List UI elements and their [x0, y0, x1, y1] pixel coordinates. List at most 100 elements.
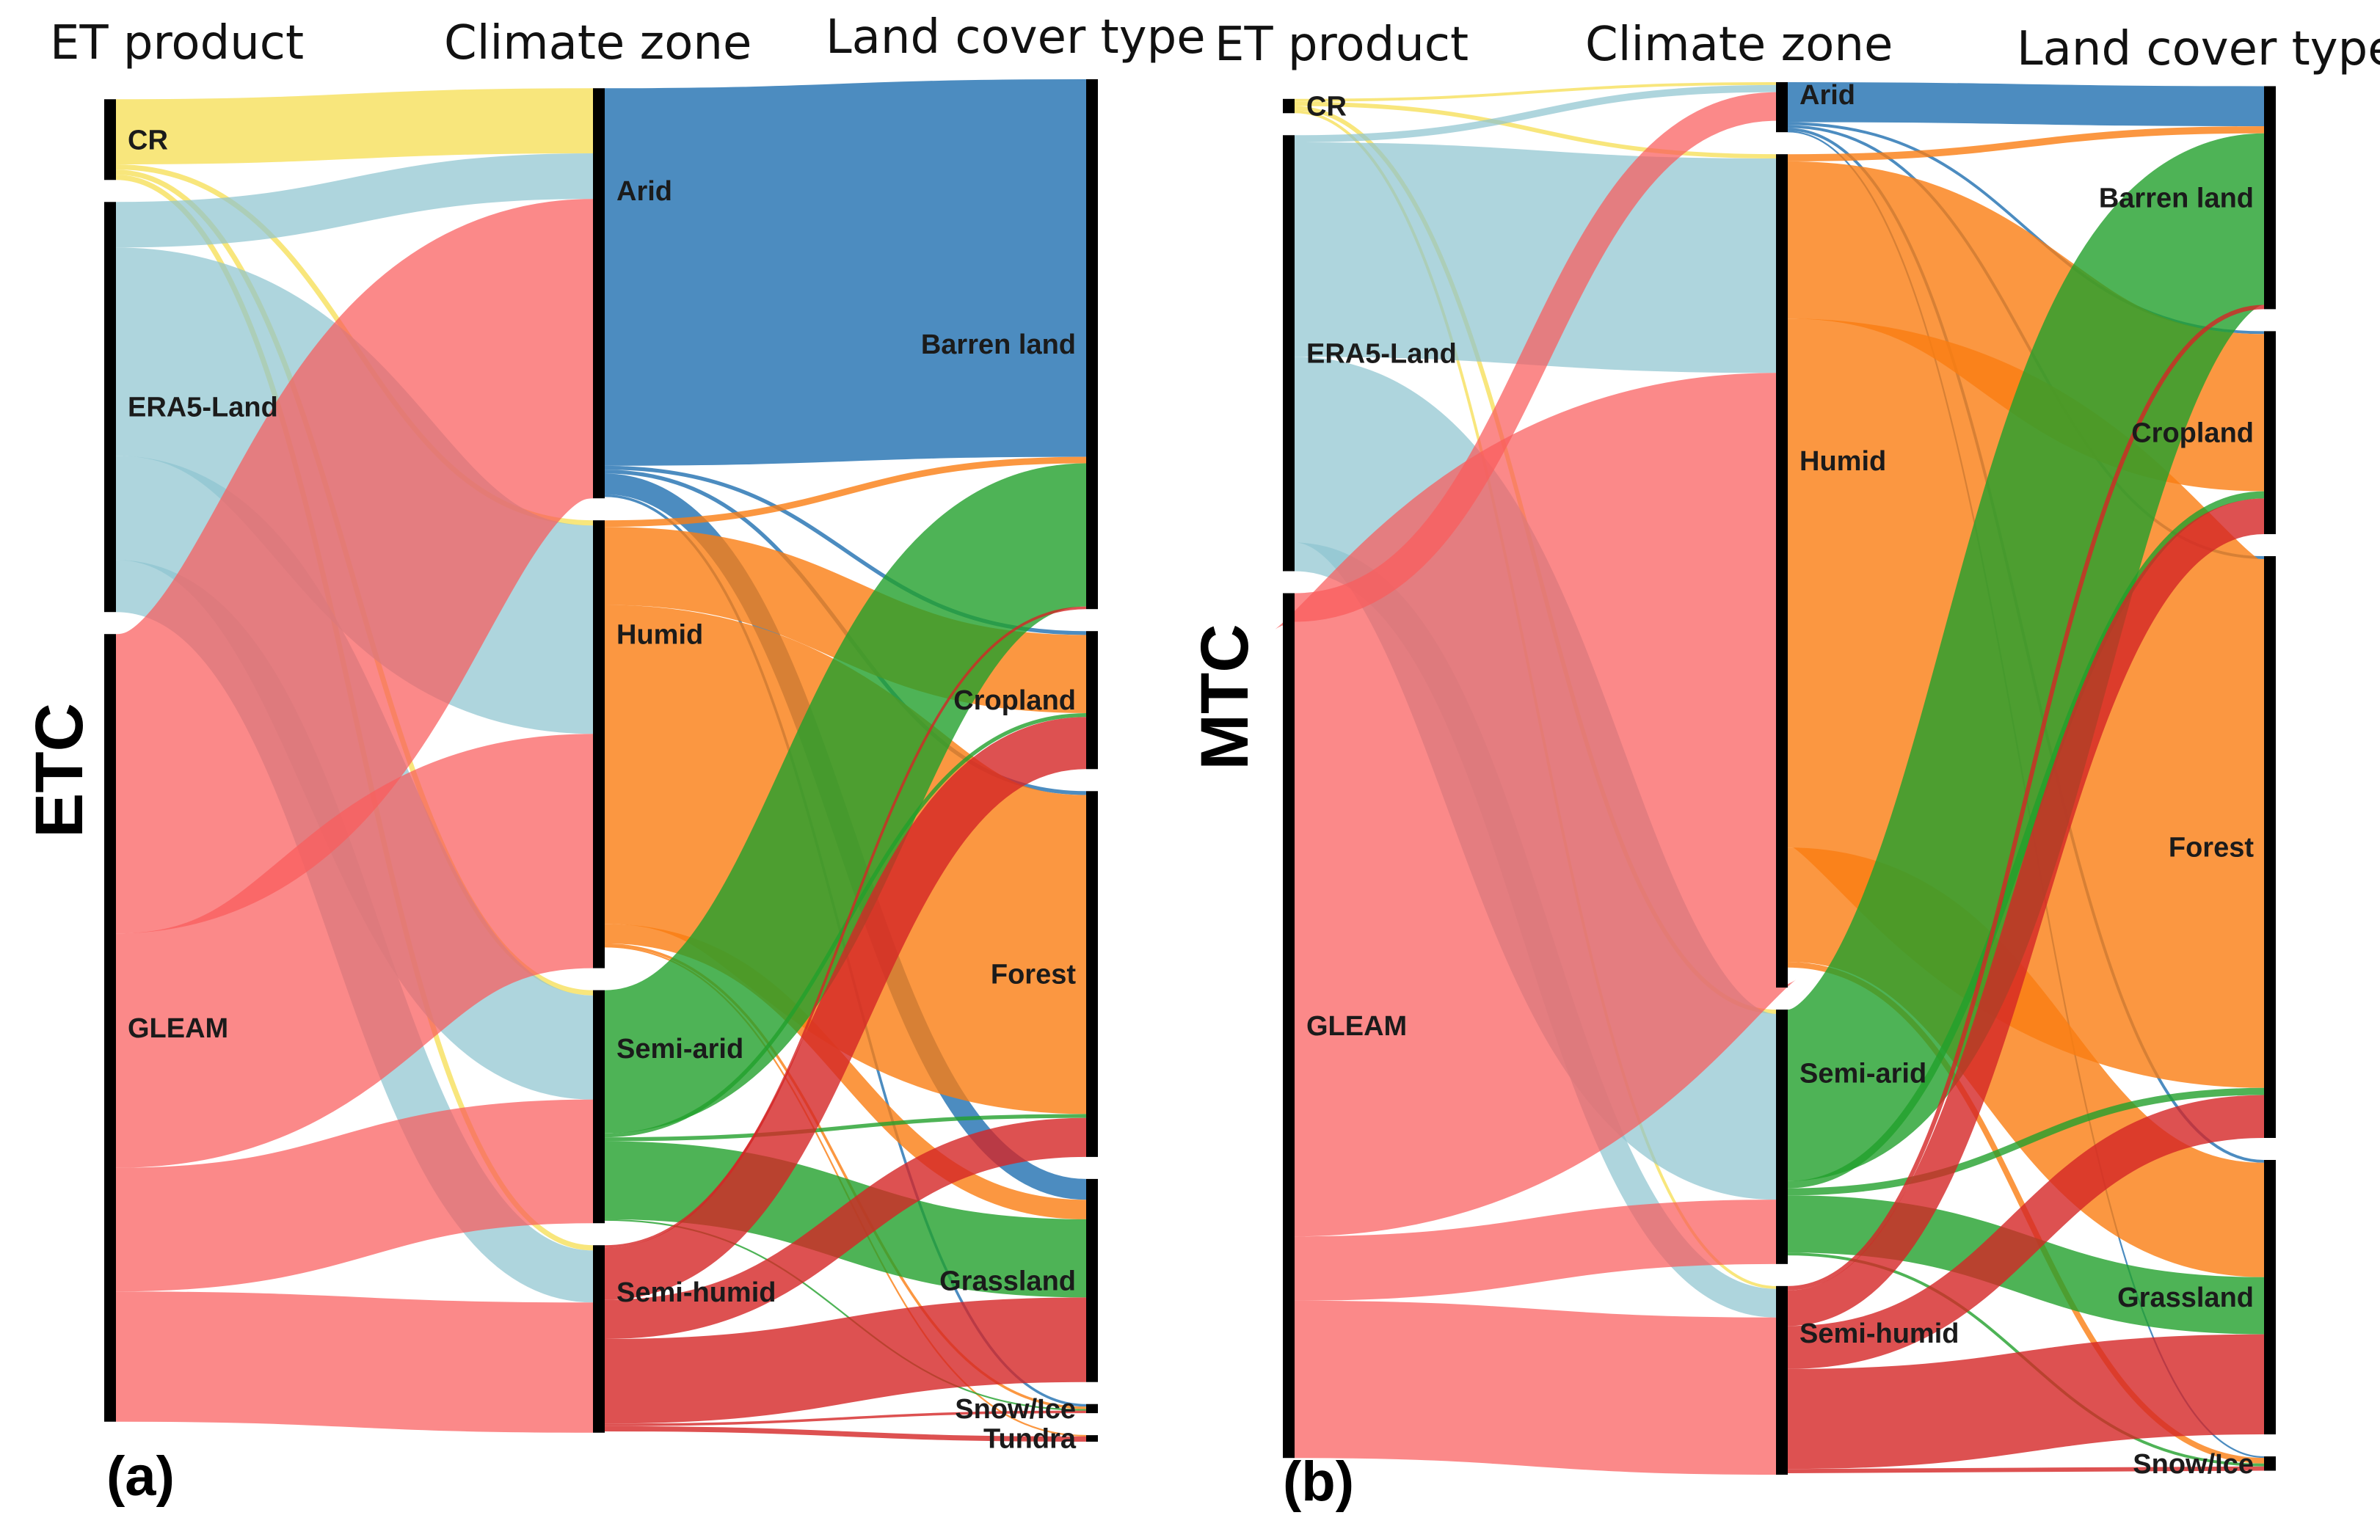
link-semi-humid-to-tundra [604, 1426, 1087, 1442]
node-bar-gleam [104, 634, 116, 1422]
link-era5-land-to-arid [115, 153, 594, 248]
node-bar-forest [1086, 791, 1098, 1157]
panel-b-side-label: MTC [1187, 624, 1262, 770]
panel-a-header-climate-zone: Climate zone [444, 16, 752, 70]
node-bar-cr [1283, 98, 1295, 114]
link-semi-arid-to-forest [1787, 1087, 2265, 1196]
node-label-barren-land: Barren land [2099, 183, 2254, 214]
link-cr-to-humid [1294, 101, 1777, 159]
link-arid-to-barren-land [1787, 82, 2265, 127]
node-bar-forest [2264, 556, 2276, 1138]
node-bar-barren-land [2264, 86, 2276, 310]
node-label-arid: Arid [1799, 80, 1855, 111]
node-bar-semi-humid [593, 1245, 605, 1433]
link-semi-arid-to-barren-land [1780, 133, 2271, 1181]
node-label-grassland: Grassland [2117, 1282, 2254, 1313]
link-cr-to-arid [115, 88, 594, 164]
panel-b-header-climate-zone: Climate zone [1585, 18, 1893, 72]
node-bar-era5-land [1283, 135, 1295, 572]
link-semi-humid-to-cropland [603, 717, 1088, 1300]
panel-b-header-et-product: ET product [1215, 18, 1469, 72]
panel-a: ET product Climate zone Land cover type … [22, 10, 1206, 1508]
node-bar-semi-arid [1776, 1010, 1788, 1264]
node-bar-grassland [1086, 1178, 1098, 1382]
link-semi-humid-to-snow-ice [1787, 1466, 2265, 1474]
panel-a-header-land-cover: Land cover type [826, 10, 1206, 65]
link-semi-arid-to-barren-land [601, 463, 1090, 1134]
node-label-gleam: GLEAM [128, 1013, 228, 1044]
link-era5-land-to-arid [1294, 84, 1777, 143]
link-semi-humid-to-forest [604, 1117, 1087, 1339]
node-label-barren-land: Barren land [921, 329, 1076, 360]
node-bar-semi-humid [1776, 1285, 1788, 1475]
link-layer [109, 79, 1090, 1442]
link-semi-humid-to-grassland [1787, 1334, 2265, 1470]
node-bar-gleam [1283, 593, 1295, 1459]
link-gleam-to-semi-humid [115, 1291, 594, 1433]
link-layer [1267, 81, 2272, 1475]
link-humid-to-cropland [604, 527, 1087, 713]
node-bar-cropland [1086, 631, 1098, 770]
node-bar-era5-land [104, 202, 116, 613]
node-label-forest: Forest [991, 960, 1076, 990]
node-label-cr: CR [1306, 92, 1347, 123]
link-arid-to-barren-land [604, 79, 1087, 466]
node-label-gleam: GLEAM [1306, 1011, 1407, 1042]
node-label-era5-land: ERA5-Land [1306, 338, 1457, 369]
node-label-humid: Humid [1799, 446, 1886, 477]
link-gleam-to-humid [1267, 373, 1803, 1237]
node-label-cropland: Cropland [953, 685, 1076, 716]
node-label-semi-humid: Semi-humid [1799, 1318, 1959, 1349]
node-label-era5-land: ERA5-Land [128, 393, 278, 423]
node-bar-humid [593, 520, 605, 968]
node-label-humid: Humid [616, 619, 703, 650]
node-bar-snow-ice [2264, 1456, 2276, 1471]
link-gleam-to-semi-arid [1294, 1200, 1777, 1301]
node-bar-tundra [1086, 1435, 1098, 1442]
panel-b: ET product Climate zone Land cover type … [1187, 18, 2380, 1513]
node-label-snow-ice: Snow/Ice [955, 1394, 1076, 1425]
link-semi-arid-to-grassland [1787, 1195, 2265, 1335]
link-gleam-to-semi-humid [1294, 1300, 1777, 1475]
link-gleam-to-semi-arid [115, 1099, 594, 1292]
link-humid-to-barren-land [1787, 126, 2265, 161]
node-bar-semi-arid [593, 990, 605, 1224]
link-semi-humid-to-snow-ice [604, 1410, 1087, 1426]
link-semi-humid-to-grassland [604, 1297, 1087, 1424]
node-bar-snow-ice [1086, 1404, 1098, 1414]
panel-b-tag: (b) [1283, 1450, 1354, 1513]
panel-b-sankey: CR ERA5-Land GLEAM Arid Humid Semi-arid Semi-h… [1267, 80, 2276, 1480]
link-gleam-to-humid [113, 734, 596, 1168]
node-label-forest: Forest [2169, 833, 2254, 864]
link-era5-land-to-humid [1294, 142, 1777, 373]
node-bar-cropland [2264, 331, 2276, 535]
link-semi-arid-to-forest [604, 1114, 1087, 1142]
panel-a-sankey: CR ERA5-Land GLEAM Arid Humid Semi-arid Semi-h… [104, 79, 1098, 1455]
node-label-arid: Arid [616, 176, 672, 207]
panel-b-header-land-cover: Land cover type [2017, 22, 2380, 76]
node-layer: CR ERA5-Land GLEAM Arid Humid Semi-arid Semi-h… [104, 79, 1098, 1455]
node-bar-arid [1776, 82, 1788, 133]
node-layer: CR ERA5-Land GLEAM Arid Humid Semi-arid Semi-h… [1283, 80, 2276, 1480]
link-semi-arid-to-cropland [1787, 491, 2265, 1189]
panel-a-header-et-product: ET product [50, 16, 304, 70]
link-gleam-to-arid [109, 199, 600, 934]
node-bar-arid [593, 88, 605, 499]
link-humid-to-barren-land [604, 456, 1087, 528]
link-semi-humid-to-forest [1787, 1095, 2265, 1369]
node-bar-grassland [2264, 1159, 2276, 1435]
node-label-semi-arid: Semi-arid [1799, 1059, 1926, 1090]
node-bar-cr [104, 99, 116, 180]
node-label-semi-arid: Semi-arid [616, 1034, 743, 1065]
node-label-cropland: Cropland [2131, 418, 2254, 449]
node-bar-humid [1776, 154, 1788, 988]
panel-a-tag: (a) [106, 1445, 175, 1508]
link-cr-to-arid [1294, 81, 1777, 102]
node-label-snow-ice: Snow/Ice [2133, 1449, 2254, 1480]
panel-a-side-label: ETC [22, 703, 97, 838]
node-label-tundra: Tundra [983, 1424, 1077, 1455]
node-label-semi-humid: Semi-humid [616, 1277, 776, 1308]
node-bar-barren-land [1086, 79, 1098, 610]
node-label-cr: CR [128, 125, 168, 156]
link-semi-humid-to-barren-land [1787, 304, 2265, 1291]
